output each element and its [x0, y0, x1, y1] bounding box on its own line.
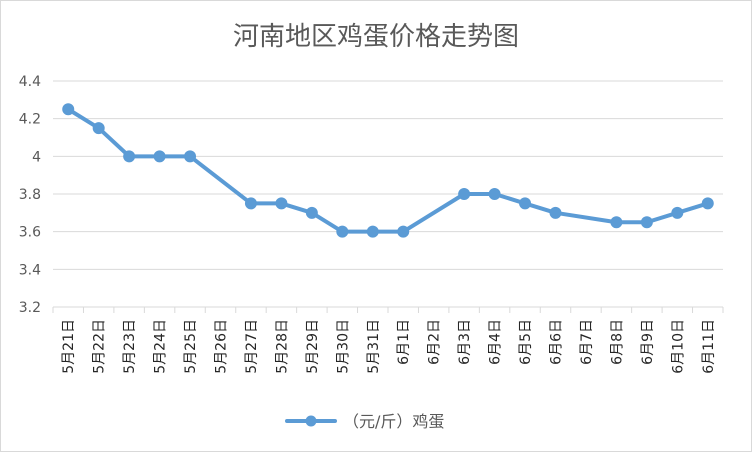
- x-tick-label: 5月24日: [153, 319, 169, 374]
- x-tick-label: 6月3日: [457, 319, 473, 365]
- series-egg-price: [62, 103, 714, 238]
- x-tick-label: 6月11日: [701, 319, 717, 374]
- gridlines: [53, 80, 723, 308]
- data-point: [701, 197, 714, 210]
- x-axis-ticks: 5月21日 5月22日 5月23日 5月24日 5月25日 5月26日 5月27日 5月28日…: [52, 307, 724, 374]
- data-point: [366, 225, 379, 238]
- x-tick-label: 6月6日: [549, 319, 565, 365]
- x-tick-label: 6月9日: [640, 319, 656, 365]
- x-tick-label: 5月31日: [366, 319, 382, 374]
- x-tick-label: 5月30日: [335, 319, 351, 374]
- x-tick-label: 5月26日: [214, 319, 230, 374]
- data-point: [123, 150, 136, 163]
- x-tick-label: 5月29日: [305, 319, 321, 374]
- x-tick-label: 6月7日: [579, 319, 595, 365]
- data-point: [153, 150, 166, 163]
- x-tick-label: 5月28日: [274, 319, 290, 374]
- y-tick-label: 3.8: [19, 187, 41, 203]
- x-tick-label: 5月21日: [61, 319, 77, 374]
- x-tick-label: 5月22日: [92, 319, 108, 374]
- y-tick-label: 4.2: [19, 112, 41, 128]
- y-axis-ticks: 3.2 3.4 3.6 3.8 4 4.2 4.4: [19, 74, 41, 316]
- x-tick-label: 6月5日: [518, 319, 534, 365]
- y-tick-label: 4: [32, 149, 41, 165]
- series-line: [66, 107, 710, 234]
- data-point: [519, 197, 532, 210]
- chart-title: 河南地区鸡蛋价格走势图: [233, 22, 519, 52]
- x-tick-label: 6月8日: [609, 319, 625, 365]
- data-point: [458, 188, 471, 200]
- x-tick-label: 6月1日: [396, 319, 412, 365]
- data-point: [397, 225, 410, 238]
- data-point: [244, 197, 257, 210]
- data-point: [671, 206, 684, 219]
- x-tick-label: 6月2日: [427, 319, 443, 365]
- data-point: [640, 216, 653, 229]
- data-point: [184, 150, 197, 163]
- y-tick-label: 3.6: [19, 225, 41, 241]
- y-tick-label: 3.4: [19, 262, 41, 278]
- data-point: [62, 103, 75, 116]
- data-point: [92, 122, 105, 135]
- y-tick-label: 3.2: [19, 300, 41, 316]
- legend-dot-marker: [305, 415, 317, 427]
- data-point: [549, 206, 562, 219]
- x-tick-label: 5月23日: [122, 319, 138, 374]
- x-tick-label: 6月4日: [488, 319, 504, 365]
- data-point: [305, 206, 318, 219]
- legend: （元/斤）鸡蛋: [285, 412, 444, 431]
- data-point: [610, 216, 623, 229]
- x-tick-label: 5月25日: [183, 319, 199, 374]
- x-tick-label: 6月10日: [670, 319, 686, 374]
- data-point: [275, 197, 288, 210]
- data-point: [336, 225, 349, 238]
- legend-label: （元/斤）鸡蛋: [343, 412, 444, 431]
- y-tick-label: 4.4: [19, 74, 41, 90]
- data-point: [488, 188, 501, 200]
- x-tick-label: 5月27日: [244, 319, 260, 374]
